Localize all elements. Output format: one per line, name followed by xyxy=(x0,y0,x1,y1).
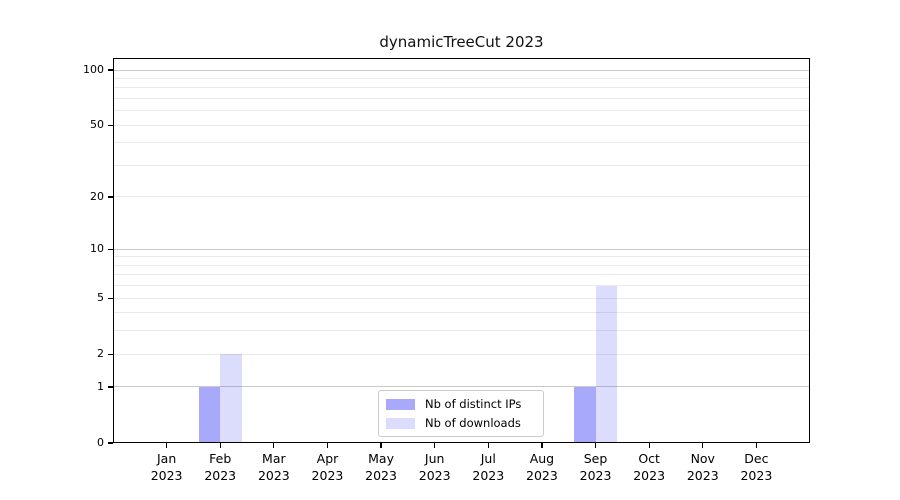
x-tick-mark xyxy=(702,443,704,448)
x-tick-mark xyxy=(165,443,168,448)
gridline-major xyxy=(113,248,810,250)
gridline-minor xyxy=(113,285,810,287)
gridline-minor xyxy=(113,330,810,332)
y-tick-label: 5 xyxy=(97,291,104,305)
y-tick-label: 0 xyxy=(97,436,104,449)
legend-item-downloads: Nb of downloads xyxy=(386,416,535,430)
x-tick-label: Feb 2023 xyxy=(204,451,237,483)
gridline-minor xyxy=(113,256,810,258)
y-tick-mark xyxy=(108,196,113,198)
x-tick-label: Oct 2023 xyxy=(633,451,666,483)
bar-downloads-feb xyxy=(220,354,242,443)
gridline-minor xyxy=(113,297,810,299)
y-tick-label: 100 xyxy=(83,63,104,76)
gridline-minor xyxy=(113,274,810,276)
legend-swatch-distinct-ips-icon xyxy=(386,398,415,410)
x-tick-label: May 2023 xyxy=(365,451,397,483)
gridline-minor xyxy=(113,77,810,79)
x-tick-mark xyxy=(434,443,436,448)
gridline-minor xyxy=(113,196,810,198)
gridline-minor xyxy=(113,312,810,314)
x-tick-mark xyxy=(755,443,758,448)
x-tick-label: Sep 2023 xyxy=(579,451,612,483)
y-tick-mark xyxy=(108,69,113,71)
x-tick-mark xyxy=(219,443,221,448)
gridline-minor xyxy=(113,87,810,89)
gridline-major xyxy=(113,386,810,388)
x-tick-mark xyxy=(273,443,275,448)
x-tick-label: Aug 2023 xyxy=(526,451,558,483)
gridline-minor xyxy=(113,97,810,99)
legend-label-downloads: Nb of downloads xyxy=(425,416,521,430)
legend-item-distinct-ips: Nb of distinct IPs xyxy=(386,397,535,411)
x-tick-label: Jan 2023 xyxy=(150,451,183,483)
y-tick-mark xyxy=(108,297,113,299)
x-tick-label: Jun 2023 xyxy=(418,451,451,483)
bar-distinct-ips-sep xyxy=(574,386,596,443)
y-tick-mark xyxy=(108,353,113,355)
gridline-minor xyxy=(113,124,810,126)
y-tick-mark xyxy=(108,124,113,126)
y-tick-mark xyxy=(108,248,113,250)
y-tick-mark xyxy=(108,386,113,388)
bar-downloads-sep xyxy=(595,285,617,443)
y-tick-label: 1 xyxy=(97,379,104,393)
x-tick-label: Mar 2023 xyxy=(257,451,290,483)
y-tick-label: 10 xyxy=(90,242,104,256)
x-tick-mark xyxy=(326,443,329,448)
x-tick-label: Apr 2023 xyxy=(311,451,344,483)
bar-distinct-ips-feb xyxy=(198,386,221,443)
gridline-minor xyxy=(113,110,810,112)
x-tick-label: Nov 2023 xyxy=(686,451,719,483)
x-tick-mark xyxy=(487,443,489,448)
legend-swatch-downloads-icon xyxy=(386,417,415,429)
plot-area xyxy=(113,58,810,443)
x-tick-mark xyxy=(541,443,543,448)
y-tick-label: 50 xyxy=(90,118,104,132)
gridline-minor xyxy=(113,164,810,166)
y-tick-label: 20 xyxy=(90,189,104,203)
x-tick-mark xyxy=(648,443,650,448)
chart-title: dynamicTreeCut 2023 xyxy=(379,33,544,51)
gridline-major xyxy=(113,69,810,71)
gridline-minor xyxy=(113,353,810,355)
y-tick-mark xyxy=(108,442,113,444)
gridline-minor xyxy=(113,142,810,144)
x-tick-mark xyxy=(380,443,382,448)
x-tick-label: Jul 2023 xyxy=(472,451,505,483)
legend: Nb of distinct IPs Nb of downloads xyxy=(378,390,544,437)
x-tick-mark xyxy=(594,443,597,448)
legend-label-distinct-ips: Nb of distinct IPs xyxy=(425,397,522,411)
x-tick-label: Dec 2023 xyxy=(740,451,773,483)
y-tick-label: 2 xyxy=(97,347,104,361)
gridline-minor xyxy=(113,264,810,266)
